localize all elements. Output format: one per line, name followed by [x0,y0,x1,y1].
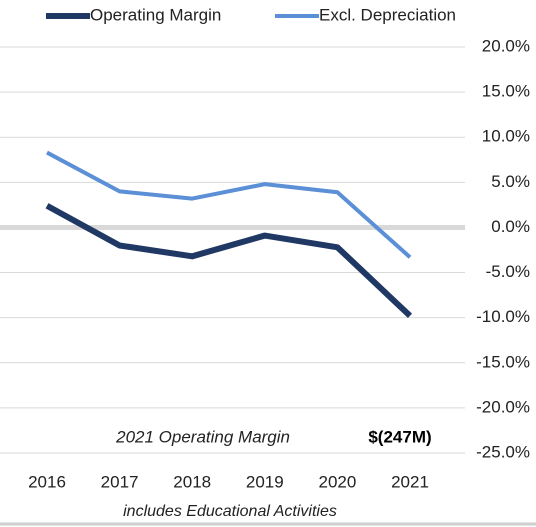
x-tick-label: 2016 [28,472,66,491]
x-tick-label: 2019 [246,472,284,491]
y-tick-label: -10.0% [476,307,530,326]
y-tick-label: -5.0% [486,262,530,281]
y-tick-label: 10.0% [482,127,530,146]
footnote: includes Educational Activities [123,503,337,520]
x-tick-label: 2020 [318,472,356,491]
x-tick-label: 2018 [173,472,211,491]
x-tick-label: 2017 [101,472,139,491]
annotation-value: $(247M) [368,427,431,446]
legend-label: Excl. Depreciation [319,5,456,24]
series-line [46,150,412,259]
series-line [45,203,413,319]
legend-label: Operating Margin [90,5,221,24]
x-tick-label: 2021 [391,472,429,491]
annotation: 2021 Operating Margin [115,427,290,446]
y-tick-label: 15.0% [482,82,530,101]
y-tick-label: -25.0% [476,442,530,461]
y-tick-label: 0.0% [491,217,530,236]
y-tick-label: -15.0% [476,352,530,371]
y-tick-label: -20.0% [476,397,530,416]
y-tick-label: 5.0% [491,172,530,191]
y-tick-label: 20.0% [482,36,530,55]
